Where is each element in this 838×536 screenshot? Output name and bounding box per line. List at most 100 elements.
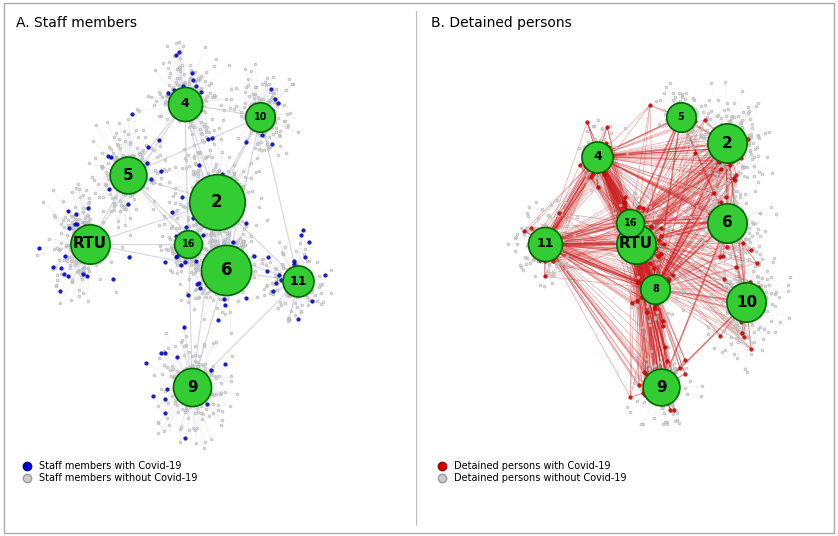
Point [178, 231, 191, 240]
Point [657, 88, 670, 97]
Point [753, 294, 766, 303]
Point [554, 229, 567, 237]
Point [176, 376, 189, 385]
Point [660, 288, 674, 297]
Point [543, 223, 556, 232]
Point [764, 203, 778, 211]
Point [627, 189, 640, 197]
Point [624, 234, 638, 242]
Point [225, 276, 238, 284]
Point [753, 249, 767, 258]
Point [138, 157, 152, 165]
Point [698, 115, 711, 124]
Point [96, 149, 109, 158]
Point [277, 250, 290, 258]
Point [207, 91, 220, 100]
Point [115, 159, 128, 167]
Point [171, 205, 184, 214]
Point [597, 169, 611, 178]
Point [760, 307, 773, 315]
Point [266, 72, 279, 81]
Point [170, 269, 184, 277]
Point [189, 379, 202, 388]
Point [680, 133, 694, 142]
Point [745, 297, 758, 306]
Point [201, 198, 215, 207]
Point [193, 390, 206, 399]
Point [203, 390, 216, 398]
Point [170, 224, 184, 233]
Point [173, 259, 187, 268]
Point [145, 177, 158, 185]
Point [527, 228, 541, 236]
Point [195, 382, 209, 390]
Point [66, 224, 80, 232]
Point [118, 180, 132, 188]
Point [195, 98, 209, 106]
Point [581, 118, 594, 126]
Point [747, 327, 760, 336]
Point [554, 246, 567, 255]
Point [267, 95, 281, 103]
Point [758, 227, 772, 235]
Point [629, 211, 643, 219]
Point [518, 227, 531, 235]
Point [275, 276, 288, 284]
Point [716, 163, 729, 172]
Point [200, 92, 214, 100]
Point [188, 206, 201, 214]
Point [648, 264, 661, 272]
Point [747, 280, 761, 289]
Point [649, 243, 663, 252]
Point [76, 191, 90, 199]
Point [644, 390, 657, 399]
Point [644, 257, 657, 265]
Point [657, 388, 670, 396]
Point [282, 317, 295, 326]
Point [173, 253, 186, 262]
Point [93, 250, 106, 259]
Point [660, 375, 674, 383]
Point [220, 173, 234, 182]
Point [173, 108, 186, 116]
Point [696, 382, 709, 391]
Point [712, 244, 726, 252]
Point [757, 294, 770, 303]
Point [233, 234, 246, 242]
Point [171, 353, 184, 362]
Point [163, 69, 177, 78]
Point [201, 135, 215, 143]
Point [226, 222, 240, 230]
Point [212, 271, 225, 279]
Point [727, 159, 740, 168]
Point [178, 234, 191, 242]
Point [179, 403, 193, 412]
Point [205, 114, 219, 123]
Point [627, 227, 640, 235]
Point [79, 251, 92, 259]
Point [229, 267, 242, 276]
Point [676, 306, 690, 314]
Point [194, 284, 207, 292]
Point [716, 137, 730, 145]
Point [547, 251, 561, 260]
Point [61, 241, 75, 249]
Point [224, 402, 237, 411]
Point [685, 113, 699, 121]
Point [517, 230, 530, 239]
Point [91, 245, 105, 254]
Point [192, 166, 205, 175]
Point [706, 344, 720, 352]
Point [240, 83, 253, 91]
Point [271, 273, 284, 282]
Point [538, 222, 551, 230]
Point [213, 167, 226, 176]
Point [219, 274, 232, 282]
Point [658, 418, 671, 426]
Point [176, 42, 189, 51]
Point [167, 192, 180, 200]
Point [541, 230, 554, 239]
Point [528, 239, 541, 247]
Point [541, 234, 554, 243]
Point [545, 242, 558, 250]
